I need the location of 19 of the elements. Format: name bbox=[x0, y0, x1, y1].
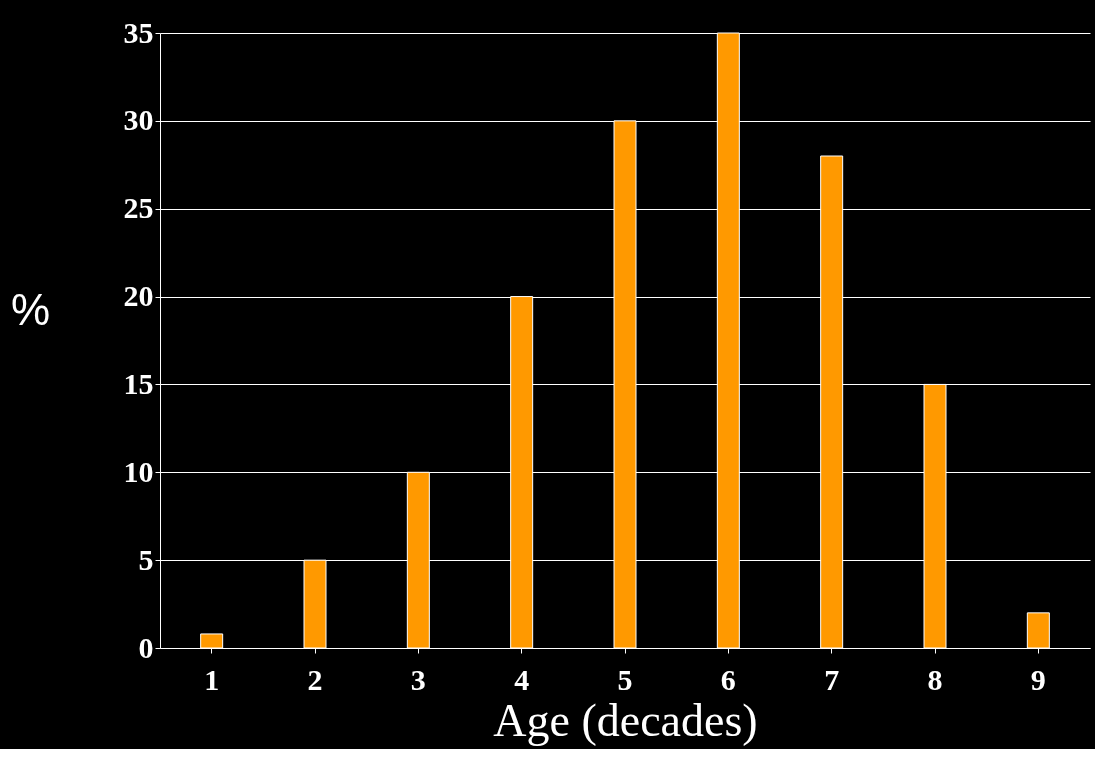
y-tick-label: 35 bbox=[123, 15, 154, 49]
y-axis-title: % bbox=[10, 284, 51, 334]
x-tick-label: 5 bbox=[617, 662, 633, 696]
x-tick-label: 1 bbox=[204, 662, 220, 696]
y-tick-label: 25 bbox=[123, 191, 154, 225]
y-tick-label: 0 bbox=[138, 630, 154, 664]
x-tick-label: 3 bbox=[410, 662, 426, 696]
x-tick-label: 2 bbox=[307, 662, 323, 696]
y-tick-label: 30 bbox=[123, 103, 154, 137]
y-tick-label: 20 bbox=[123, 279, 154, 313]
y-tick-label: 5 bbox=[138, 542, 154, 576]
x-tick-label: 7 bbox=[824, 662, 840, 696]
x-tick-label: 9 bbox=[1030, 662, 1046, 696]
x-tick-label: 4 bbox=[514, 662, 530, 696]
x-tick-label: 6 bbox=[720, 662, 736, 696]
y-tick-label: 15 bbox=[123, 366, 154, 400]
x-axis-title: Age (decades) bbox=[493, 694, 758, 746]
x-tick-label: 8 bbox=[927, 662, 943, 696]
y-tick-label: 10 bbox=[123, 454, 154, 488]
